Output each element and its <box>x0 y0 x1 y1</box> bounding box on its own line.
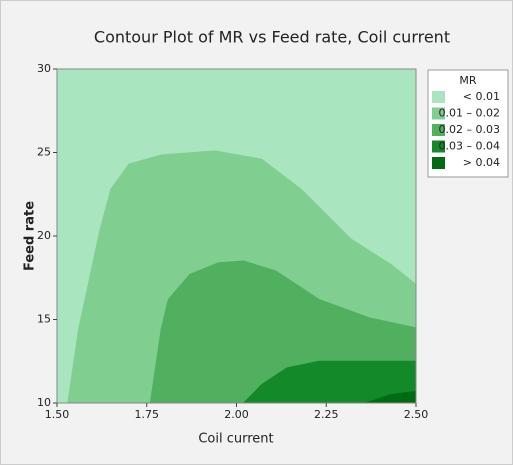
y-tick-label: 10 <box>37 396 51 409</box>
legend-swatch <box>432 157 445 169</box>
contour-boundary <box>243 360 416 404</box>
x-tick-label: 2.00 <box>224 408 249 421</box>
legend-label: 0.03 – 0.04 <box>439 140 500 153</box>
x-axis-label: Coil current <box>198 432 273 447</box>
legend-swatch <box>432 107 445 120</box>
legend-swatch <box>432 140 445 153</box>
legend-label: < 0.01 <box>463 90 500 103</box>
legend-swatch <box>432 91 445 103</box>
legend-label: > 0.04 <box>463 156 500 169</box>
y-axis-label: Feed rate <box>23 201 38 271</box>
contour-boundary <box>67 150 417 404</box>
x-tick-label: 1.50 <box>45 408 70 421</box>
contour-region <box>365 391 416 403</box>
legend-label: 0.02 – 0.03 <box>439 123 500 136</box>
legend-title: MR <box>459 74 476 87</box>
contour-region <box>243 361 416 403</box>
y-tick-label: 30 <box>37 62 51 75</box>
contour-boundary <box>365 390 417 404</box>
y-tick-label: 25 <box>37 146 51 159</box>
x-tick-label: 1.75 <box>135 408 160 421</box>
contour-boundary <box>149 260 417 404</box>
y-tick-label: 15 <box>37 313 51 326</box>
x-tick-label: 2.25 <box>314 408 339 421</box>
x-tick-label: 2.50 <box>404 408 429 421</box>
chart-title: Contour Plot of MR vs Feed rate, Coil cu… <box>94 28 450 47</box>
legend-swatch <box>432 124 445 136</box>
legend-label: 0.01 – 0.02 <box>439 107 500 120</box>
y-tick-label: 20 <box>37 229 51 242</box>
